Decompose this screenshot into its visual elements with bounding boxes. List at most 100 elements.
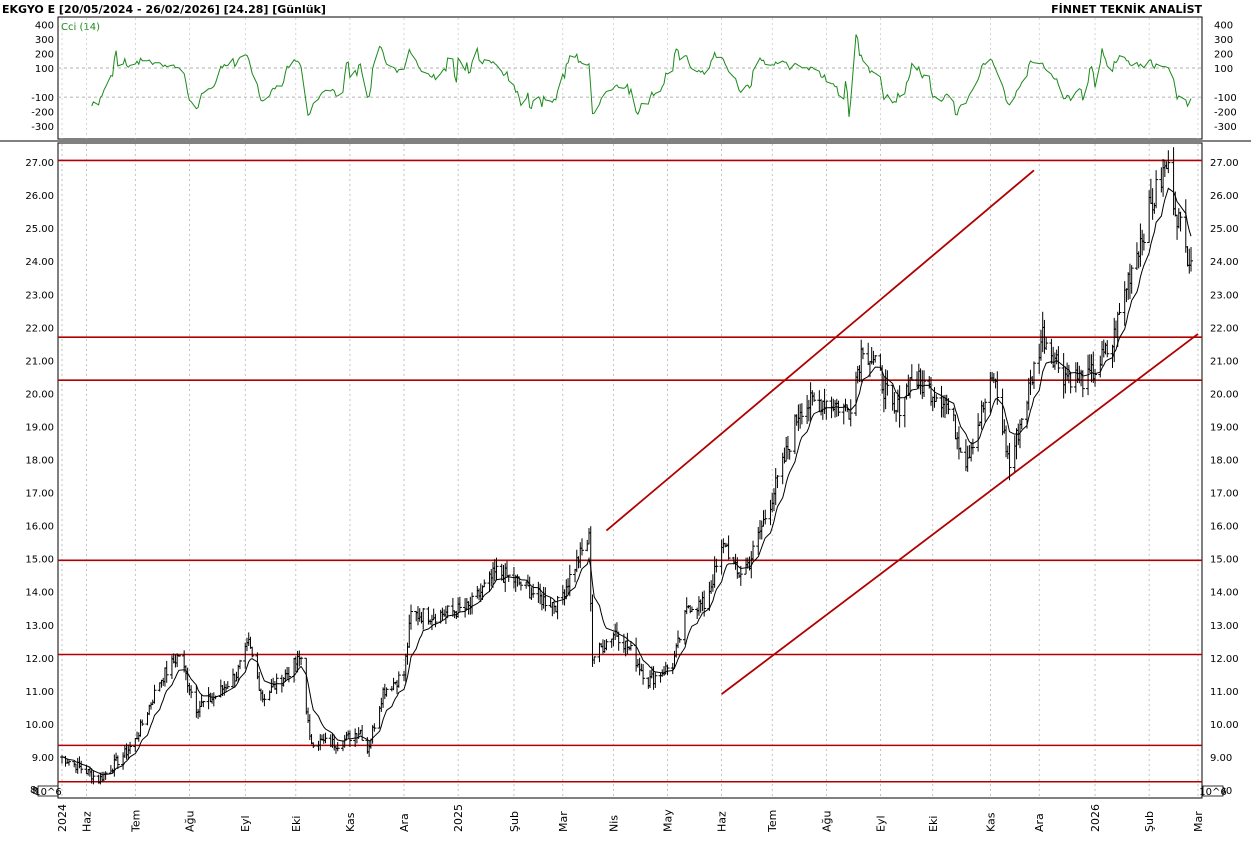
time-tick-label: Kas <box>984 812 997 832</box>
price-tick-label: 15.00 <box>1210 555 1239 566</box>
price-tick-label: 19.00 <box>1210 422 1239 433</box>
time-tick-label: May <box>662 809 675 832</box>
cci-tick-label: -300 <box>31 122 54 133</box>
price-tick-label: 22.00 <box>25 323 54 334</box>
cci-tick-label: 100 <box>1214 64 1233 75</box>
channel-upper-line <box>605 169 1035 532</box>
cci-tick-label: -300 <box>1214 122 1237 133</box>
cci-tick-label: -200 <box>31 108 54 119</box>
left-first-label: 8 <box>30 785 36 796</box>
price-tick-label: 16.00 <box>1210 522 1239 533</box>
price-tick-label: 24.00 <box>1210 257 1239 268</box>
time-tick-label: Kas <box>344 812 357 832</box>
price-tick-label: 23.00 <box>25 290 54 301</box>
moving-average <box>61 187 1192 776</box>
cci-tick-label: 300 <box>1214 35 1233 46</box>
price-grid <box>61 144 1199 798</box>
price-tick-label: 27.00 <box>25 158 54 169</box>
vendor-label: FİNNET TEKNİK ANALİST <box>1051 2 1202 16</box>
price-tick-label: 9.00 <box>1210 753 1232 764</box>
time-tick-label: Ara <box>398 813 411 832</box>
price-tick-label: 23.00 <box>1210 290 1239 301</box>
time-tick-label: Haz <box>80 811 93 832</box>
cci-tick-label: 100 <box>35 64 54 75</box>
price-tick-label: 13.00 <box>1210 621 1239 632</box>
cci-label: Cci (14) <box>61 22 100 33</box>
cci-line <box>91 34 1192 117</box>
time-tick-label: Eki <box>290 816 303 832</box>
chart-title: EKGYO E [20/05/2024 - 26/02/2026] [24.28… <box>2 3 326 16</box>
price-tick-label: 25.00 <box>1210 224 1239 235</box>
time-tick-label: Ağu <box>183 811 196 832</box>
scale-box-left <box>37 785 59 797</box>
time-tick-label: Mar <box>557 811 570 832</box>
time-tick-label: Eki <box>927 816 940 832</box>
price-tick-label: 18.00 <box>1210 456 1239 467</box>
price-tick-label: 13.00 <box>25 621 54 632</box>
cci-indicator-line <box>91 34 1192 117</box>
price-tick-label: 26.00 <box>1210 191 1239 202</box>
price-tick-label: 25.00 <box>25 224 54 235</box>
channel-lower-line <box>721 333 1199 695</box>
cci-tick-label: -100 <box>1214 93 1237 104</box>
price-tick-label: 11.00 <box>1210 687 1239 698</box>
time-tick-label: Haz <box>716 811 729 832</box>
price-tick-label: 10.00 <box>1210 720 1239 731</box>
indicator-panel <box>57 16 1203 140</box>
support-resistance-levels <box>58 159 1202 783</box>
price-tick-label: 20.00 <box>1210 389 1239 400</box>
price-tick-label: 15.00 <box>25 555 54 566</box>
time-tick-label: Tem <box>766 810 779 833</box>
time-tick-label: Ara <box>1033 813 1046 832</box>
price-tick-label: 17.00 <box>1210 489 1239 500</box>
scale-box-right <box>1202 785 1224 797</box>
cci-tick-label: -200 <box>1214 108 1237 119</box>
time-tick-label: Eyl <box>239 815 252 832</box>
price-tick-label: 12.00 <box>25 654 54 665</box>
price-panel <box>57 142 1203 799</box>
price-tick-label: 16.00 <box>25 522 54 533</box>
cci-tick-label: 400 <box>35 20 54 31</box>
price-tick-label: 10.00 <box>25 720 54 731</box>
price-tick-label: 21.00 <box>25 356 54 367</box>
price-tick-label: 12.00 <box>1210 654 1239 665</box>
price-tick-label: 14.00 <box>1210 588 1239 599</box>
time-axis: 2024 Haz Tem Ağu Eyl Eki Kas Ara 2025 Şub Mar Nis Ma… <box>56 804 1205 833</box>
scale-note-left: 10^6 <box>34 787 61 798</box>
price-tick-label: 27.00 <box>1210 158 1239 169</box>
price-tick-label: 17.00 <box>25 489 54 500</box>
trend-channel <box>605 169 1199 695</box>
scale-note-right: 10^6 <box>1199 787 1226 798</box>
cci-tick-label: -100 <box>31 93 54 104</box>
indicator-grid <box>58 18 1202 139</box>
price-tick-label: 19.00 <box>25 422 54 433</box>
time-tick-label: Eyl <box>874 815 887 832</box>
price-tick-label: 22.00 <box>1210 323 1239 334</box>
cci-tick-label: 400 <box>1214 20 1233 31</box>
price-tick-label: 11.00 <box>25 687 54 698</box>
time-tick-label: Nis <box>607 815 620 832</box>
time-tick-label: Mar <box>1192 811 1205 832</box>
time-tick-label: Şub <box>1143 811 1156 832</box>
time-tick-label: Şub <box>508 811 521 832</box>
indicator-ticks: 400 400 300 300 200 200 100 100 -100 -100 -200 -200… <box>31 20 1236 133</box>
cci-tick-label: 300 <box>35 35 54 46</box>
time-tick-label: Ağu <box>820 811 833 832</box>
time-tick-label: 2024 <box>56 804 69 832</box>
price-tick-label: 18.00 <box>25 456 54 467</box>
cci-tick-label: 200 <box>1214 49 1233 60</box>
time-tick-label: Tem <box>129 810 142 833</box>
price-tick-label: 14.00 <box>25 588 54 599</box>
price-tick-label: 21.00 <box>1210 356 1239 367</box>
moving-average-line <box>61 187 1192 776</box>
price-tick-label: 26.00 <box>25 191 54 202</box>
price-tick-label: 24.00 <box>25 257 54 268</box>
cci-tick-label: 200 <box>35 49 54 60</box>
price-tick-label: 9.00 <box>32 753 54 764</box>
price-tick-label: 20.00 <box>25 389 54 400</box>
time-tick-label: 2026 <box>1089 804 1102 832</box>
time-tick-label: 2025 <box>452 804 465 832</box>
